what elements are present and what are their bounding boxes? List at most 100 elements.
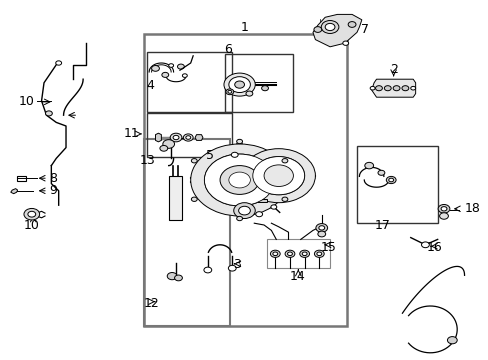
Circle shape (233, 203, 255, 219)
Circle shape (191, 159, 197, 163)
Circle shape (234, 81, 244, 88)
Circle shape (227, 90, 231, 93)
Circle shape (225, 89, 233, 95)
Circle shape (168, 64, 173, 67)
Circle shape (440, 207, 446, 211)
Text: 7: 7 (361, 23, 368, 36)
Text: 2: 2 (389, 63, 397, 76)
Text: 1: 1 (240, 21, 248, 33)
Circle shape (315, 224, 327, 232)
Circle shape (231, 152, 238, 157)
Circle shape (191, 197, 197, 202)
Circle shape (369, 86, 374, 90)
Circle shape (182, 74, 187, 77)
Circle shape (318, 226, 324, 230)
Text: 5: 5 (206, 149, 214, 162)
Bar (146, 52, 232, 112)
Bar (168, 176, 182, 220)
Circle shape (238, 206, 250, 215)
Circle shape (28, 211, 36, 217)
Circle shape (183, 134, 193, 141)
Circle shape (447, 337, 456, 344)
Circle shape (342, 41, 348, 45)
Circle shape (437, 204, 449, 213)
Circle shape (316, 252, 321, 256)
Text: 13: 13 (140, 154, 155, 167)
Circle shape (272, 252, 277, 256)
Polygon shape (253, 167, 266, 186)
Text: 17: 17 (374, 219, 389, 231)
Circle shape (299, 250, 309, 257)
Text: 4: 4 (146, 79, 154, 92)
Bar (144, 34, 346, 326)
Circle shape (167, 273, 177, 280)
Circle shape (270, 205, 276, 209)
Circle shape (401, 86, 408, 91)
Text: 11: 11 (123, 127, 139, 140)
Circle shape (364, 162, 373, 169)
Polygon shape (312, 14, 361, 47)
Circle shape (203, 267, 211, 273)
Text: 15: 15 (320, 241, 336, 254)
Circle shape (236, 216, 242, 221)
Circle shape (285, 250, 294, 257)
Circle shape (228, 77, 250, 93)
Bar (224, 54, 293, 112)
Circle shape (375, 86, 382, 91)
Circle shape (261, 86, 268, 91)
Circle shape (287, 252, 292, 256)
Circle shape (173, 135, 179, 140)
Text: 8: 8 (49, 172, 57, 185)
Circle shape (56, 61, 61, 65)
Circle shape (224, 73, 255, 96)
Circle shape (245, 91, 252, 96)
Circle shape (45, 111, 52, 116)
Polygon shape (371, 79, 415, 97)
Text: 10: 10 (19, 95, 35, 108)
Wedge shape (190, 144, 288, 216)
Circle shape (410, 86, 415, 90)
Text: 16: 16 (426, 241, 441, 254)
Wedge shape (242, 149, 315, 203)
Circle shape (185, 136, 190, 139)
Circle shape (255, 212, 262, 217)
Bar (266, 239, 329, 268)
Circle shape (302, 252, 306, 256)
Circle shape (282, 159, 287, 163)
Circle shape (174, 275, 182, 281)
Circle shape (163, 140, 174, 148)
Circle shape (384, 86, 390, 91)
Circle shape (439, 213, 447, 219)
Polygon shape (195, 135, 203, 140)
Circle shape (377, 170, 384, 175)
Text: 12: 12 (143, 297, 159, 310)
Circle shape (321, 21, 338, 33)
Circle shape (264, 165, 293, 186)
Circle shape (252, 157, 304, 195)
Bar (146, 113, 232, 157)
Circle shape (392, 86, 399, 91)
Circle shape (162, 72, 168, 77)
Circle shape (317, 231, 325, 237)
Circle shape (270, 250, 280, 257)
Text: 18: 18 (464, 202, 479, 215)
Circle shape (314, 250, 324, 257)
Text: 3: 3 (233, 258, 241, 271)
Circle shape (421, 242, 428, 248)
Circle shape (151, 66, 159, 71)
Polygon shape (251, 199, 266, 202)
Circle shape (388, 178, 393, 182)
Circle shape (282, 197, 287, 202)
Circle shape (160, 145, 167, 151)
Text: 10: 10 (24, 219, 40, 231)
Circle shape (347, 22, 355, 27)
Circle shape (177, 64, 184, 69)
Bar (17, 176, 26, 181)
Polygon shape (155, 133, 161, 142)
Circle shape (386, 176, 395, 184)
Circle shape (325, 23, 334, 31)
Circle shape (204, 154, 274, 206)
Polygon shape (11, 189, 18, 194)
Circle shape (170, 133, 182, 142)
Circle shape (24, 208, 40, 220)
